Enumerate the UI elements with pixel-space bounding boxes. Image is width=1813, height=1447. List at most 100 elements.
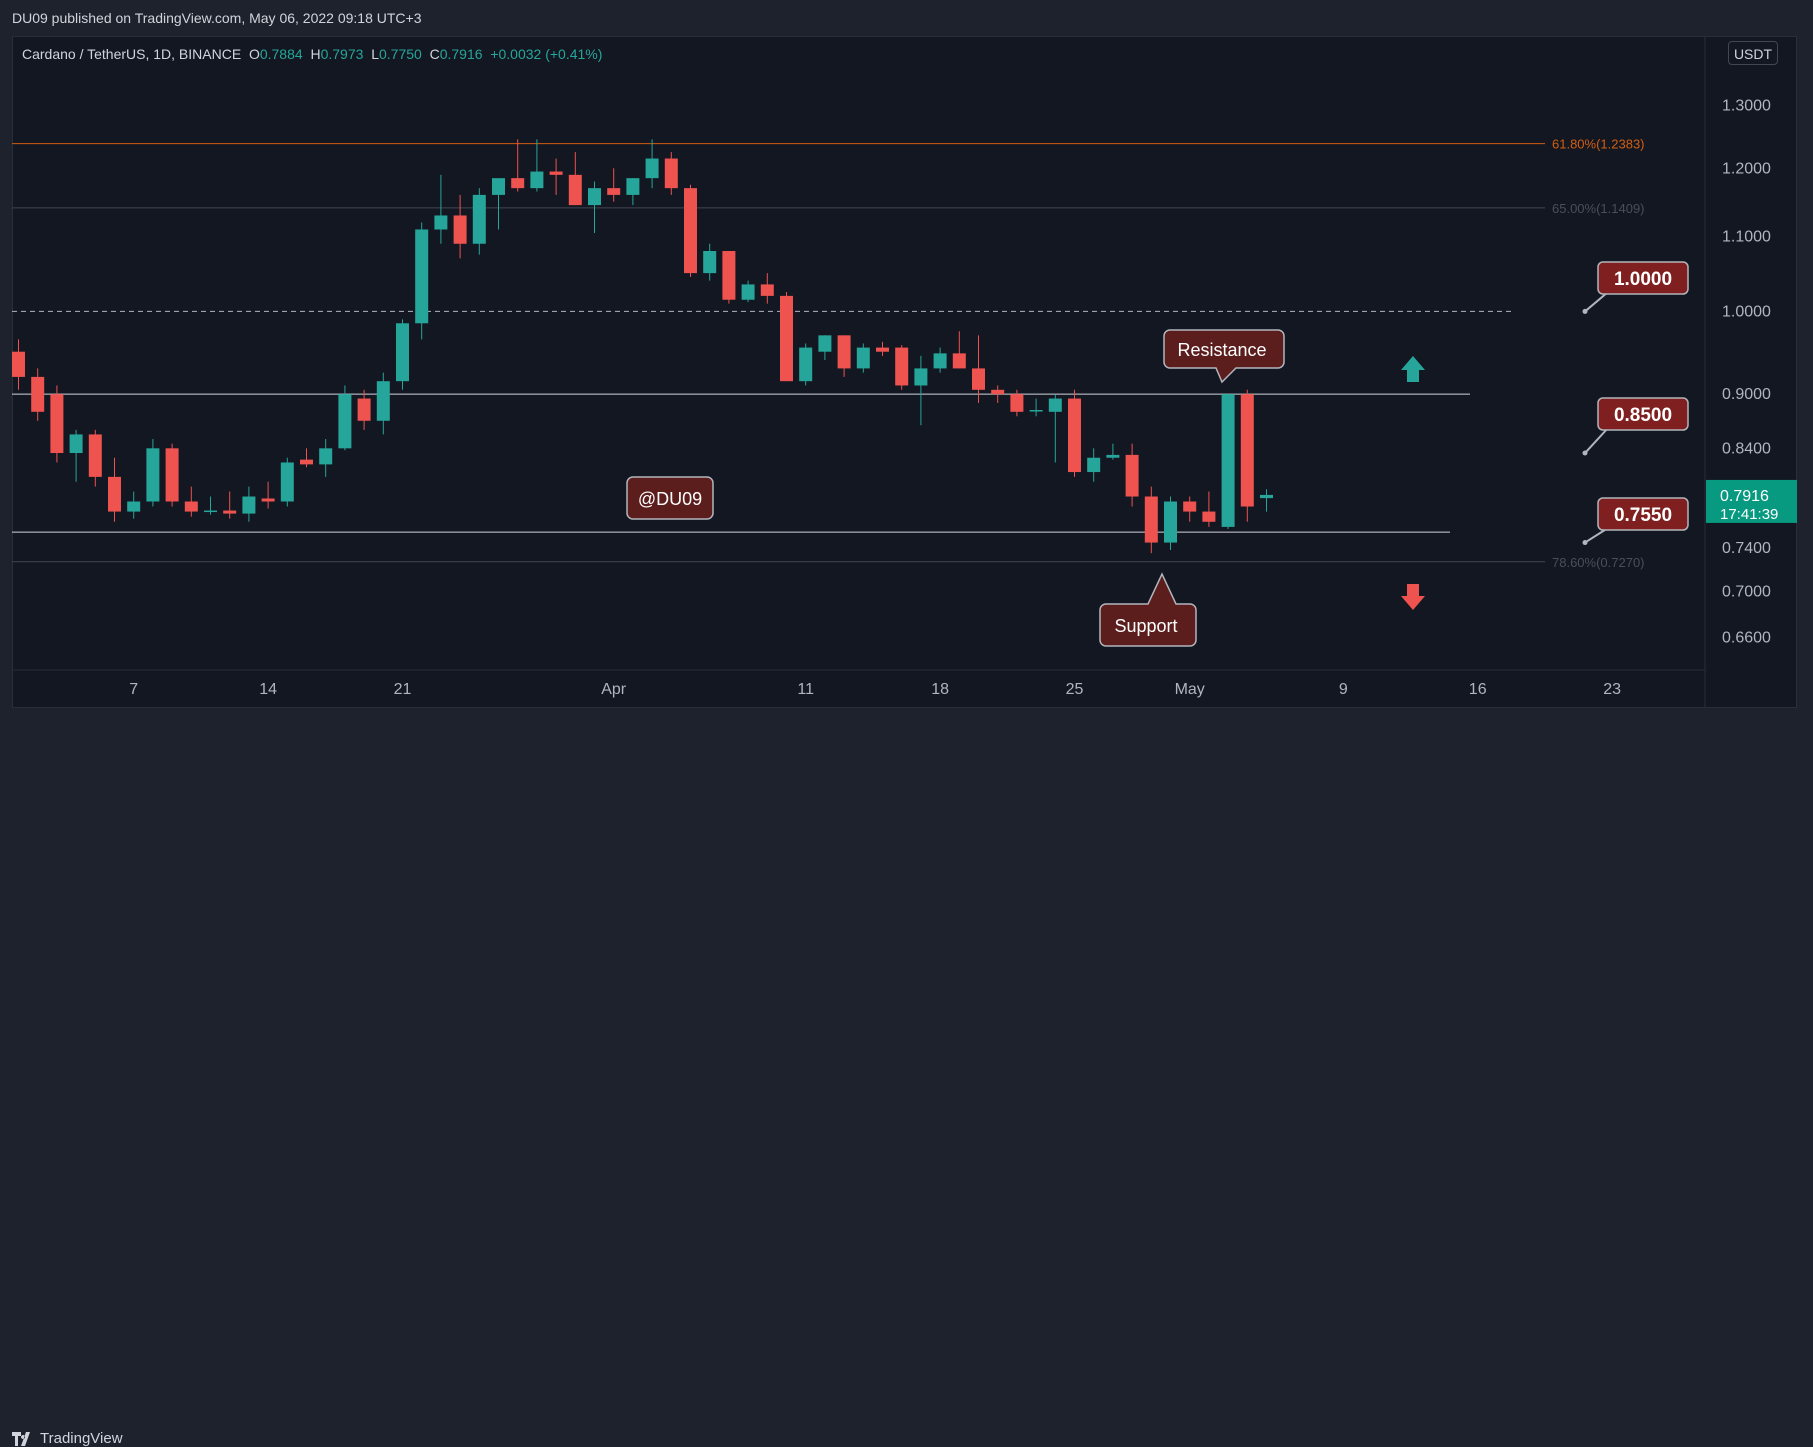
close-label: C	[429, 46, 440, 62]
candle-body	[626, 178, 640, 195]
candle-body	[952, 353, 966, 369]
candle-body	[396, 323, 409, 382]
price-tick-label: 1.1000	[1722, 229, 1771, 246]
candle-body	[88, 434, 102, 477]
candle-body	[280, 462, 294, 502]
candle-body	[1029, 410, 1043, 412]
brand-name: TradingView	[40, 1430, 123, 1447]
open-value: 0.7884	[259, 46, 303, 62]
price-tick-label: 1.2000	[1722, 160, 1771, 177]
time-tick-label: 21	[394, 681, 412, 698]
candle-body	[914, 368, 928, 386]
time-tick-label: 23	[1603, 681, 1621, 698]
time-axis: 7 14 21 Apr 11 18 25 May 9 16 23	[12, 669, 1705, 698]
callout-anchor	[1582, 450, 1588, 456]
candle-body	[741, 284, 755, 300]
price-callout-label: 0.8500	[1614, 405, 1672, 426]
callout-pointer	[1584, 427, 1609, 454]
price-callout-box	[1597, 497, 1689, 531]
candle-body	[415, 229, 429, 324]
candle-body	[492, 178, 505, 195]
time-tick-label: Apr	[601, 681, 627, 698]
change-value: +0.0032 (+0.41%)	[490, 46, 603, 62]
candle-body	[684, 188, 697, 274]
price-callout-box	[1597, 397, 1689, 431]
candle-body	[204, 510, 217, 513]
annotations: 1.0000 0.8500 0.7550 Resistance Support @DU09	[626, 261, 1689, 647]
candle-countdown: 17:41:39	[1720, 506, 1778, 523]
candles	[12, 139, 1273, 554]
support-label: Support	[1114, 616, 1177, 636]
candle-body	[319, 448, 333, 465]
resistance-callout-box	[1163, 329, 1285, 384]
support-callout-box	[1099, 572, 1197, 647]
published-info: DU09 published on TradingView.com, May 0…	[12, 10, 422, 26]
time-tick-label: 7	[129, 681, 138, 698]
candle-body	[607, 188, 621, 195]
price-tick-label: 0.7000	[1722, 583, 1771, 600]
candle-body	[1260, 494, 1273, 499]
close-value: 0.7916	[439, 46, 483, 62]
price-tick-label: 0.7400	[1722, 540, 1771, 557]
low-label: L	[371, 46, 379, 62]
price-axis: 1.3000 1.2000 1.1000 1.0000 0.9000 0.8400 0.74…	[1704, 36, 1797, 708]
candle-body	[511, 178, 525, 189]
time-tick-label: 18	[931, 681, 949, 698]
candle-body	[434, 215, 448, 230]
candle-body	[357, 398, 371, 421]
candle-body	[972, 368, 985, 390]
last-price-tag	[1706, 479, 1797, 523]
currency-button[interactable]: USDT	[1728, 41, 1778, 65]
candle-body	[549, 171, 563, 175]
candle-body	[991, 389, 1005, 395]
candlestick-chart[interactable]: 61.80%(1.2383) 65.00%(1.1409) 78.60%(0.727…	[0, 0, 1813, 753]
candle-body	[127, 501, 141, 512]
candle-body	[50, 394, 64, 454]
candle-body	[1240, 394, 1254, 507]
candle-body	[165, 448, 179, 502]
price-tick-label: 0.6600	[1722, 630, 1771, 647]
high-label: H	[310, 46, 321, 62]
price-tick-label: 1.3000	[1722, 97, 1771, 114]
candle-body	[146, 448, 160, 502]
tradingview-logo-icon	[12, 1431, 30, 1446]
candle-body	[1125, 454, 1139, 497]
candle-body	[1144, 496, 1158, 543]
resistance-label: Resistance	[1177, 340, 1266, 360]
author-tag-label: @DU09	[638, 489, 702, 509]
candle-body	[837, 335, 851, 369]
low-value: 0.7750	[378, 46, 422, 62]
price-tick-label: 0.8400	[1722, 440, 1771, 457]
candle-body	[184, 501, 198, 512]
candle-body	[31, 376, 45, 412]
symbol-name: Cardano / TetherUS, 1D, BINANCE	[22, 46, 242, 62]
candle-body	[1164, 501, 1177, 543]
time-tick-label: May	[1175, 681, 1205, 698]
price-tick-label: 0.9000	[1722, 386, 1771, 403]
candle-body	[69, 434, 83, 454]
candle-body	[760, 284, 774, 296]
fib-level-label: 78.60%(0.7270)	[1552, 555, 1645, 570]
candle-body	[338, 394, 352, 449]
candle-body	[588, 188, 601, 206]
candle-body	[664, 158, 678, 189]
candle-body	[780, 295, 793, 382]
up-arrow-icon	[1401, 356, 1425, 382]
fib-level-label: 61.80%(1.2383)	[1552, 137, 1645, 152]
top-bar: DU09 published on TradingView.com, May 0…	[0, 0, 1813, 36]
candle-body	[453, 215, 467, 244]
candle-body	[108, 476, 121, 512]
callout-anchor	[1582, 308, 1588, 314]
candle-body	[722, 251, 736, 300]
time-tick-label: 25	[1066, 681, 1084, 698]
horizontal-levels: 61.80%(1.2383) 65.00%(1.1409) 78.60%(0.727…	[12, 137, 1645, 570]
candle-body	[12, 351, 25, 377]
callout-anchor	[1582, 540, 1588, 546]
candle-body	[1068, 398, 1081, 473]
time-tick-label: 16	[1469, 681, 1487, 698]
candle-body	[1087, 457, 1101, 473]
candle-body	[1221, 394, 1235, 527]
price-tick-label: 1.0000	[1722, 303, 1771, 320]
tradingview-logo[interactable]: TradingView	[12, 1430, 123, 1447]
candle-body	[933, 353, 947, 369]
